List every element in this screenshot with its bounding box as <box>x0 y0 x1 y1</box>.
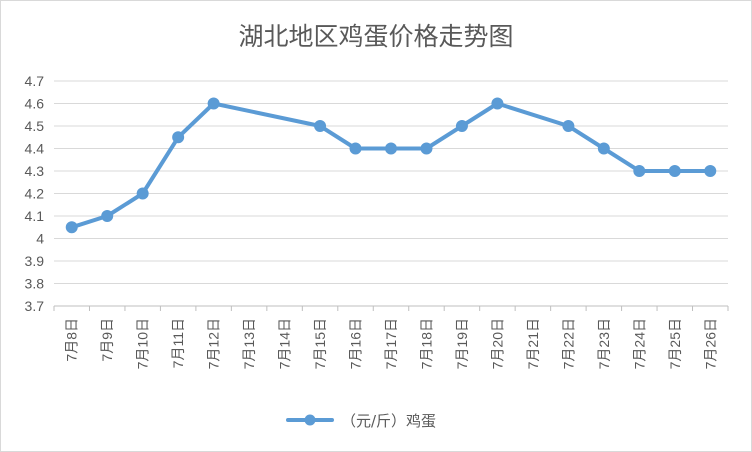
legend: （元/斤）鸡蛋 <box>286 412 436 430</box>
series-line <box>69 101 713 230</box>
x-tick-label: 7月25日 <box>667 318 683 369</box>
x-tick-label: 7月8日 <box>64 318 80 362</box>
y-axis-tick-labels: 3.7 3.8 3.9 4 4.1 4.2 4.3 4.4 4.5 4.6 4.7 <box>25 73 45 314</box>
data-point <box>633 165 646 177</box>
legend-entry-eggs: （元/斤）鸡蛋 <box>341 412 436 430</box>
y-tick-label: 3.8 <box>25 276 45 292</box>
data-point <box>597 142 610 155</box>
x-tick-label: 7月11日 <box>170 318 186 368</box>
y-tick-label: 4.6 <box>25 96 45 112</box>
y-tick-label: 4.5 <box>25 118 45 134</box>
data-point <box>668 165 681 177</box>
x-tick-label: 7月24日 <box>631 318 647 369</box>
x-tick-label: 7月21日 <box>525 318 541 369</box>
data-point <box>385 142 397 155</box>
x-tick-label: 7月18日 <box>418 318 434 369</box>
data-point <box>65 221 78 234</box>
axes <box>53 305 729 311</box>
y-tick-label: 3.7 <box>25 298 45 314</box>
y-tick-label: 4.7 <box>25 73 45 89</box>
x-tick-label: 7月15日 <box>312 318 328 369</box>
data-point <box>207 97 220 110</box>
data-point <box>491 97 504 110</box>
y-tick-label: 4.2 <box>25 186 45 202</box>
legend-point-marker <box>304 414 316 426</box>
x-tick-label: 7月22日 <box>560 318 576 369</box>
y-tick-label: 4 <box>36 231 44 247</box>
data-point <box>455 120 468 132</box>
gridlines <box>54 80 728 284</box>
x-tick-label: 7月12日 <box>206 318 222 369</box>
x-tick-label: 7月14日 <box>277 318 293 369</box>
data-point <box>704 165 717 177</box>
y-tick-label: 3.9 <box>25 253 45 269</box>
y-tick-label: 4.4 <box>25 141 45 157</box>
data-point <box>562 120 575 132</box>
x-tick-label: 7月19日 <box>454 318 470 369</box>
data-point <box>101 210 114 222</box>
x-tick-label: 7月26日 <box>702 318 718 369</box>
data-point <box>172 131 185 144</box>
series-eggs <box>65 97 717 234</box>
x-tick-label: 7月23日 <box>596 318 612 369</box>
x-tick-label: 7月17日 <box>383 318 399 369</box>
data-point <box>136 187 149 200</box>
chart-title: 湖北地区鸡蛋价格走势图 <box>238 22 513 51</box>
x-tick-label: 7月20日 <box>489 318 505 369</box>
x-tick-label: 7月13日 <box>241 318 257 369</box>
data-point <box>420 142 433 155</box>
x-tick-label: 7月10日 <box>135 318 151 369</box>
data-point <box>314 120 327 132</box>
y-tick-label: 4.3 <box>25 163 45 179</box>
y-tick-label: 4.1 <box>25 208 45 224</box>
data-point <box>349 142 362 155</box>
x-axis-tick-labels: 7月8日 7月9日 7月10日 7月11日 7月12日 7月13日 7月14日 7月15日 7月… <box>64 318 719 369</box>
x-tick-label: 7月16日 <box>348 318 364 369</box>
x-tick-label: 7月9日 <box>99 318 115 362</box>
